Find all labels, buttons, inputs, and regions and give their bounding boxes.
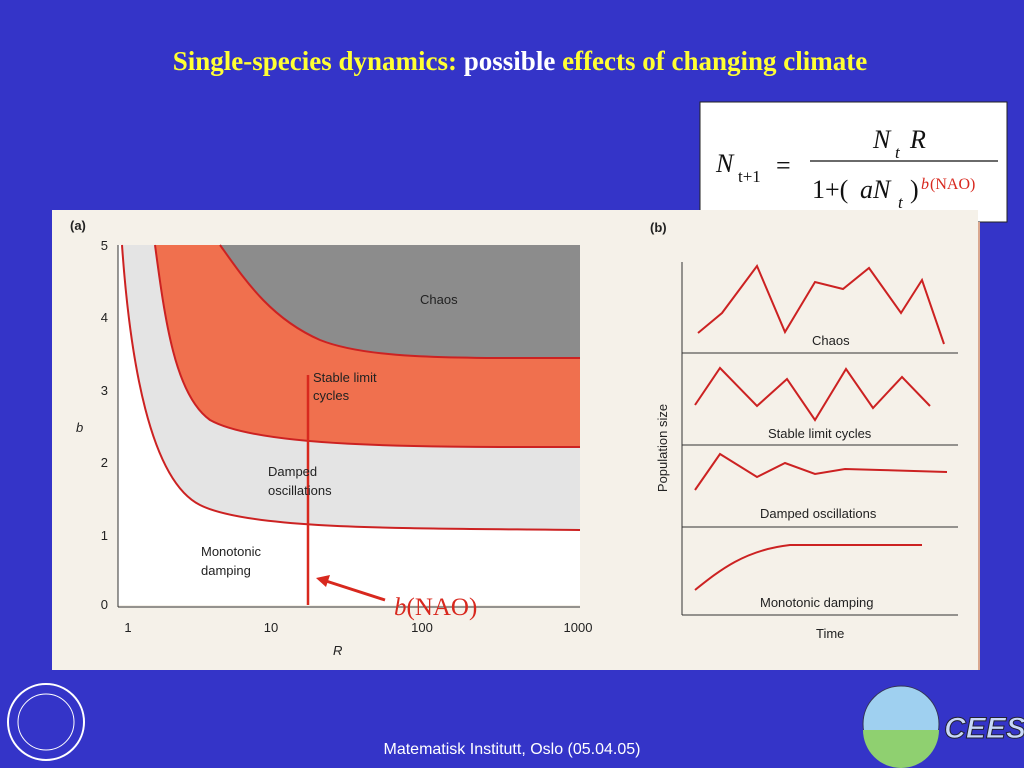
formula-text: R bbox=[909, 125, 926, 154]
series-line bbox=[697, 264, 945, 345]
annotation: b(NAO) bbox=[394, 594, 477, 621]
cees-wordmark: CEES bbox=[944, 712, 1024, 745]
tick-label: 3 bbox=[101, 383, 108, 398]
formula-box bbox=[699, 101, 1008, 223]
annotation-part: b bbox=[394, 594, 407, 621]
arrow bbox=[325, 579, 386, 602]
formula-text: N bbox=[715, 149, 735, 178]
formula: N t+1 = N t R 1+( aN t ) b (NAO) bbox=[715, 125, 998, 212]
region-label: Chaos bbox=[420, 292, 458, 307]
formula-text: N bbox=[872, 125, 892, 154]
series-line bbox=[694, 544, 922, 591]
series-line bbox=[694, 366, 931, 422]
y-label: b bbox=[76, 420, 83, 435]
title: Single-species dynamics: possible effect… bbox=[173, 46, 867, 76]
title-part: possible bbox=[464, 46, 556, 76]
y-label: Population size bbox=[655, 404, 670, 492]
tick-label: 10 bbox=[264, 620, 278, 635]
tick-label: 1 bbox=[101, 528, 108, 543]
university-seal bbox=[7, 683, 85, 761]
tick-label: 4 bbox=[101, 310, 108, 325]
title-part: effects of changing climate bbox=[562, 46, 867, 76]
annotation-part: (NAO) bbox=[407, 594, 478, 621]
formula-text: = bbox=[776, 151, 791, 180]
panel-label: (a) bbox=[70, 218, 86, 233]
formula-text: t+1 bbox=[738, 167, 761, 186]
boundary bbox=[121, 244, 581, 531]
panel-label: (b) bbox=[650, 220, 667, 235]
row-label: Damped oscillations bbox=[760, 506, 877, 521]
x-label: Time bbox=[816, 626, 844, 641]
series-line bbox=[694, 452, 948, 491]
boundary bbox=[154, 244, 581, 449]
tick-label: 0 bbox=[101, 597, 108, 612]
formula-text: 1+( bbox=[812, 175, 848, 204]
university-seal bbox=[17, 693, 75, 751]
region-label: Monotonic bbox=[201, 544, 261, 559]
formula-text: (NAO) bbox=[930, 176, 975, 193]
boundary bbox=[219, 244, 581, 360]
panel-b: (b) Chaos Stable limit cycles Damped osc… bbox=[650, 220, 958, 641]
title-part: Single-species dynamics: bbox=[173, 46, 457, 76]
x-label: R bbox=[333, 643, 342, 658]
row-label: Chaos bbox=[812, 333, 850, 348]
tick-label: 1000 bbox=[564, 620, 593, 635]
tick-label: 5 bbox=[101, 238, 108, 253]
region-label: damping bbox=[201, 563, 251, 578]
formula-text: t bbox=[898, 193, 904, 212]
region-label: cycles bbox=[313, 388, 350, 403]
formula-text: t bbox=[895, 143, 901, 162]
footer: Matematisk Institutt, Oslo (05.04.05) bbox=[384, 741, 641, 758]
tick-label: 100 bbox=[411, 620, 433, 635]
tick-label: 1 bbox=[124, 620, 131, 635]
region-label: oscillations bbox=[268, 483, 332, 498]
row-label: Monotonic damping bbox=[760, 595, 873, 610]
region-label: Stable limit bbox=[313, 370, 377, 385]
row-label: Stable limit cycles bbox=[768, 426, 872, 441]
figure-edge bbox=[978, 222, 980, 670]
formula-text: b bbox=[921, 176, 929, 193]
tick-label: 2 bbox=[101, 455, 108, 470]
formula-text: aN bbox=[860, 175, 892, 204]
arrow-head bbox=[316, 575, 330, 587]
cees-logo bbox=[863, 730, 939, 768]
formula-text: ) bbox=[910, 175, 919, 204]
panel-a: (a) b R 0 1 2 3 4 5 1 10 100 1000 Chaos … bbox=[70, 218, 592, 658]
region-label: Damped bbox=[268, 464, 317, 479]
chaos-region bbox=[220, 245, 580, 359]
